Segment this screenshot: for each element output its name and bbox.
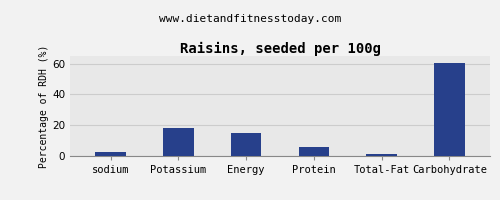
Bar: [366, 154, 397, 156]
Bar: [231, 133, 262, 156]
Y-axis label: Percentage of RDH (%): Percentage of RDH (%): [39, 44, 49, 168]
Bar: [163, 128, 194, 156]
Bar: [96, 152, 126, 156]
Bar: [298, 147, 329, 156]
Bar: [434, 63, 464, 156]
Text: www.dietandfitnesstoday.com: www.dietandfitnesstoday.com: [159, 14, 341, 24]
Title: Raisins, seeded per 100g: Raisins, seeded per 100g: [180, 42, 380, 56]
